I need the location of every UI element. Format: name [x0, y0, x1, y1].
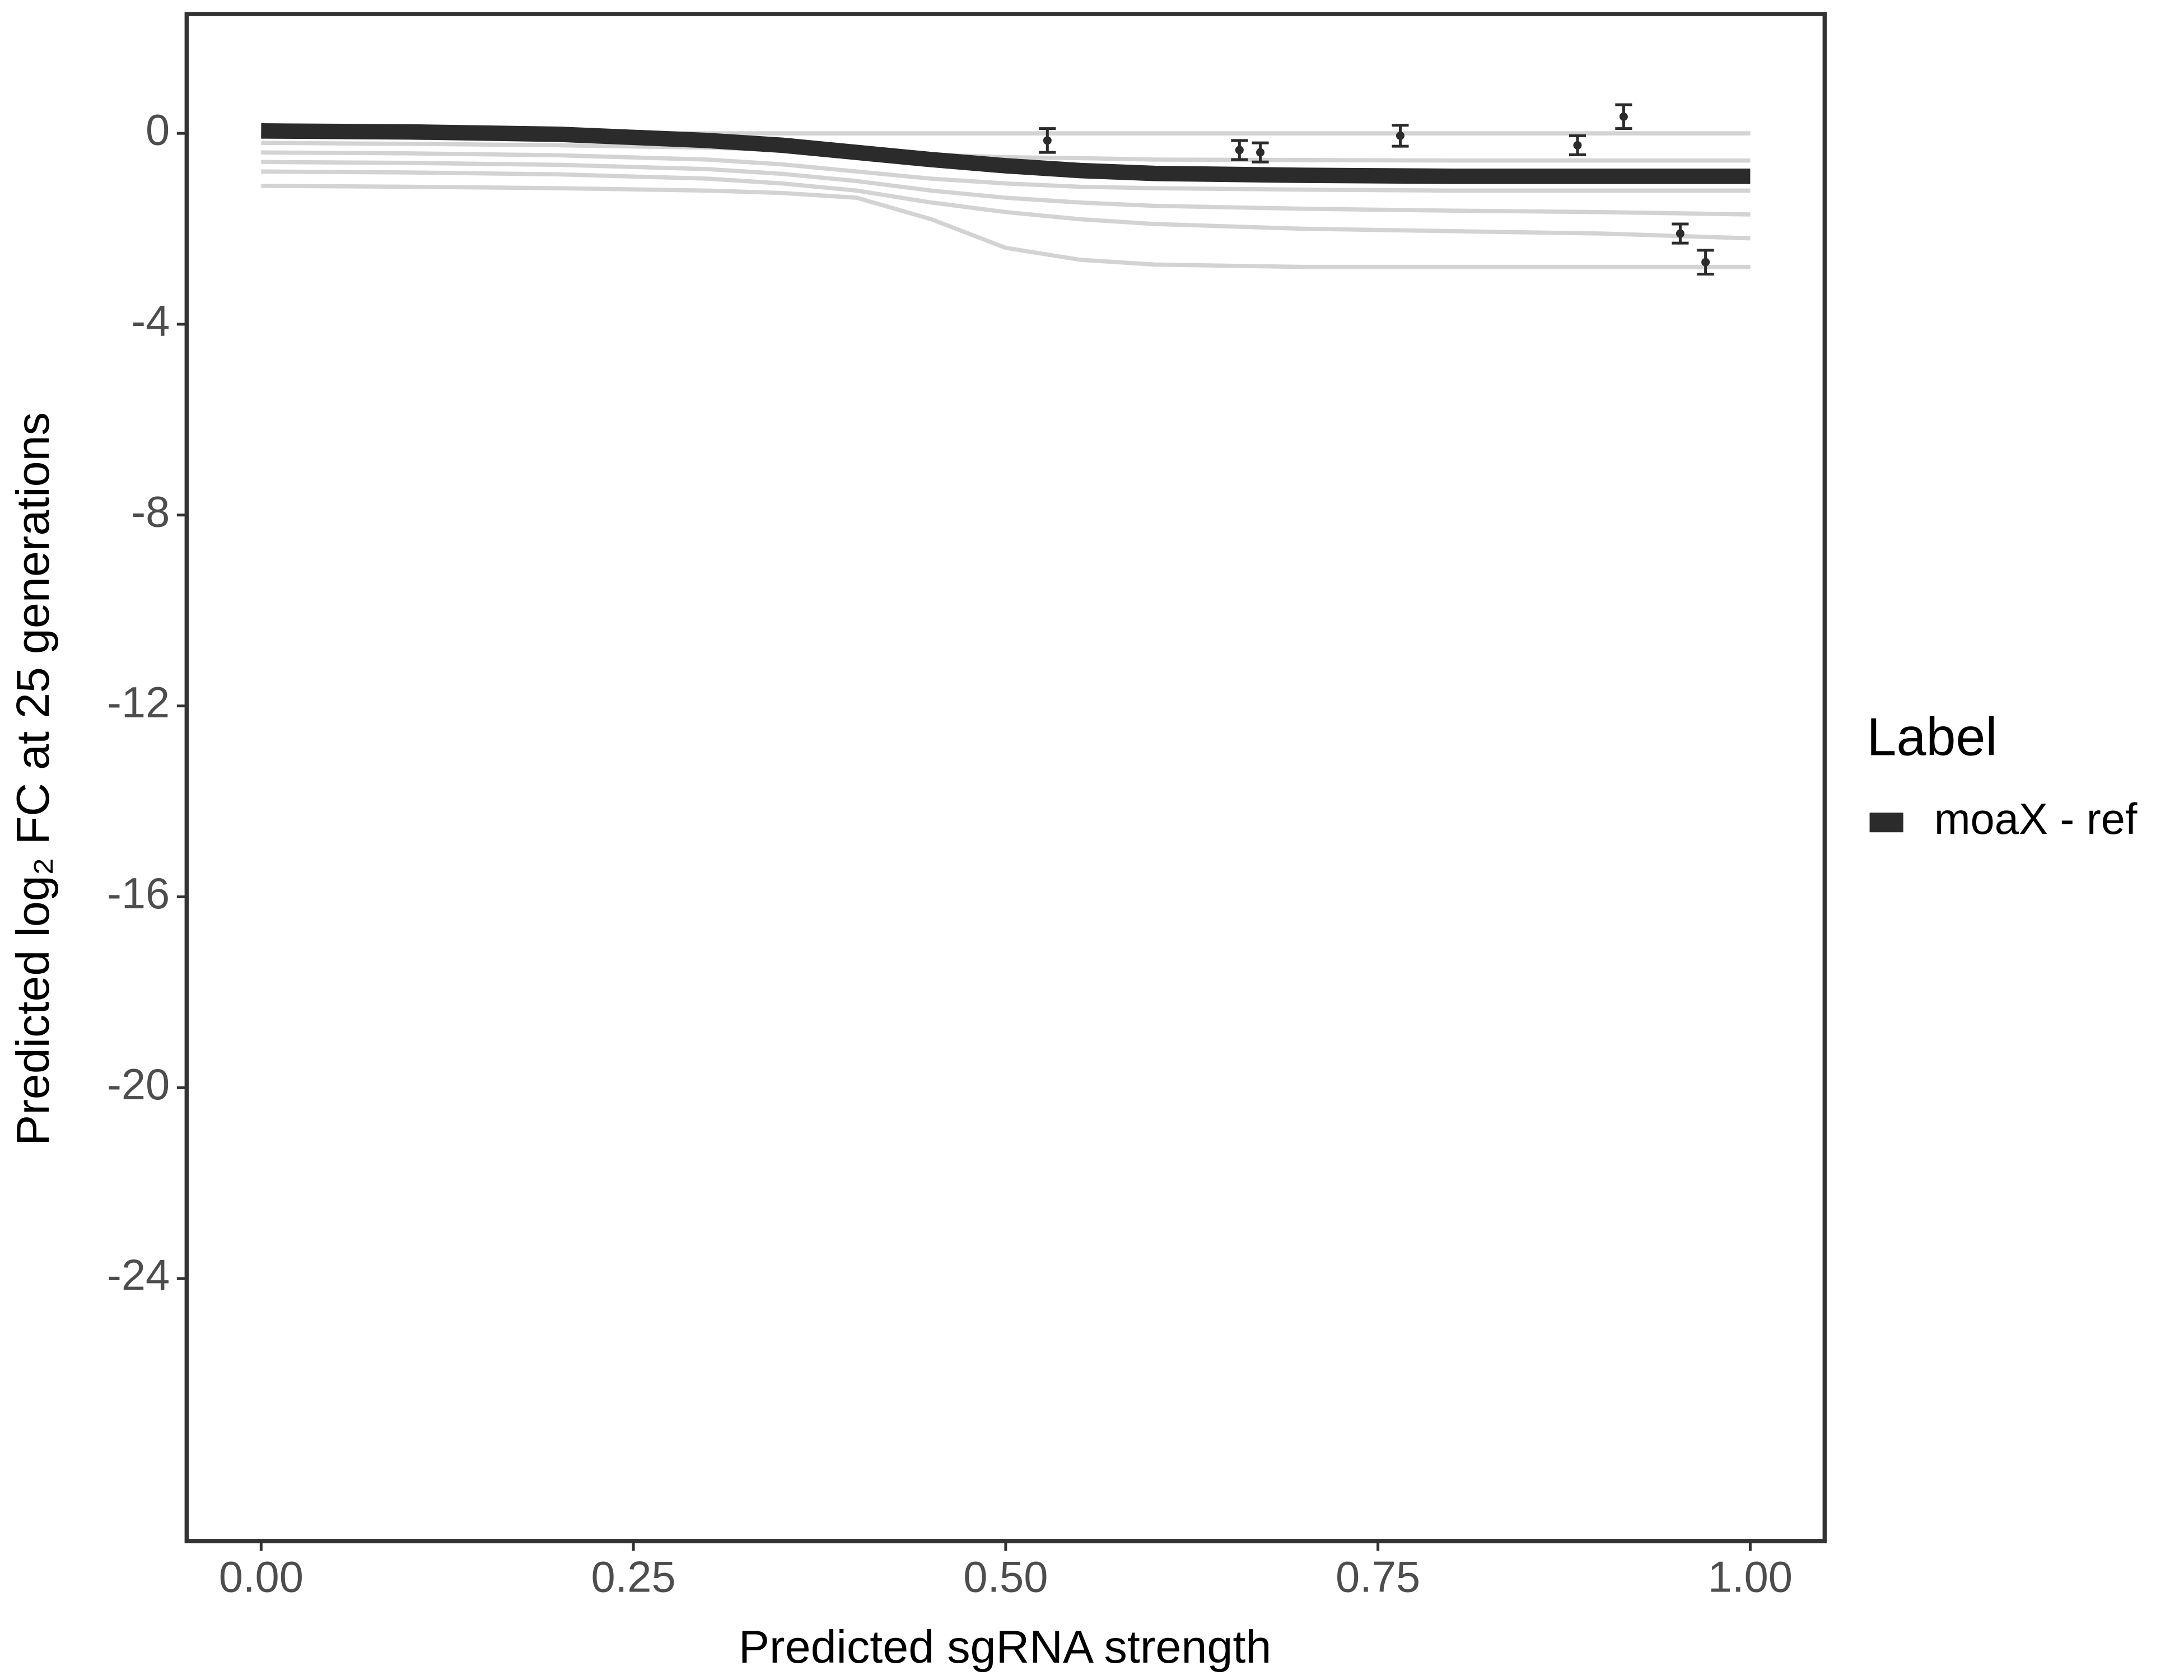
y-tick-label: -24	[107, 1252, 170, 1300]
posterior-draw	[261, 184, 1751, 269]
legend-title: Label	[1867, 707, 1998, 767]
legend-key	[1869, 813, 1903, 833]
y-tick-label: -4	[131, 297, 170, 345]
x-tick-label: 0.00	[219, 1553, 304, 1602]
y-tick-label: -12	[107, 679, 170, 727]
x-tick-label: 0.50	[963, 1553, 1048, 1602]
data-point	[1043, 136, 1052, 145]
x-tick-label: 0.75	[1336, 1553, 1420, 1602]
data-point	[1396, 131, 1405, 140]
posterior-draw	[261, 160, 1751, 217]
x-tick-label: 1.00	[1708, 1553, 1793, 1602]
data-point	[1256, 148, 1265, 157]
posterior-draw	[261, 141, 1751, 163]
y-axis-label: Predicted log₂ FC at 25 generations	[7, 412, 59, 1146]
y-tick-label: 0	[146, 106, 170, 155]
legend-label: moaX - ref	[1934, 795, 2138, 843]
y-tick-label: -8	[131, 488, 170, 536]
y-tick-label: -16	[107, 870, 170, 918]
x-tick-label: 0.25	[591, 1553, 675, 1602]
data-point	[1619, 112, 1628, 121]
data-point	[1676, 229, 1684, 238]
x-axis-label: Predicted sgRNA strength	[739, 1621, 1271, 1673]
posterior-draw	[261, 169, 1751, 241]
posterior-draw	[261, 150, 1751, 193]
plot-frame	[184, 12, 1827, 1543]
data-point	[1235, 146, 1244, 155]
y-tick-label: -20	[107, 1061, 170, 1109]
data-point	[1573, 141, 1582, 150]
series-line	[261, 123, 1751, 184]
data-point	[1701, 258, 1710, 267]
